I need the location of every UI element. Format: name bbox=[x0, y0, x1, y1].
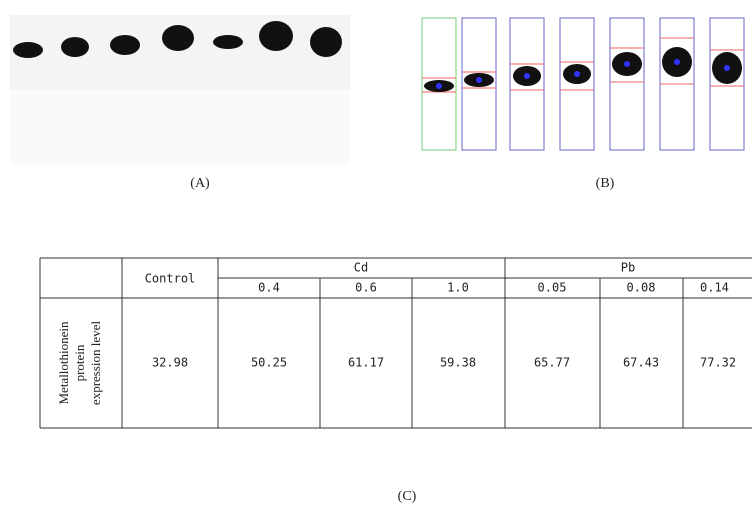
table-header: Control bbox=[145, 272, 196, 286]
table-subheader: 0.08 bbox=[627, 281, 656, 295]
row-label-line: expression level bbox=[88, 321, 103, 406]
table-header: Cd bbox=[354, 261, 368, 275]
table-subheader: 0.14 bbox=[700, 281, 729, 295]
table-subheader: 0.4 bbox=[258, 281, 280, 295]
gel-image bbox=[10, 15, 350, 165]
row-label-line: Metallothionein bbox=[56, 321, 71, 405]
panel-label: (B) bbox=[596, 176, 615, 191]
table-subheader: 1.0 bbox=[447, 281, 469, 295]
table-cell: 59.38 bbox=[440, 356, 476, 370]
figure: (A) (B) bbox=[0, 0, 752, 511]
table-cell: 32.98 bbox=[152, 356, 188, 370]
panel-label: (A) bbox=[190, 176, 210, 191]
table-cell: 61.17 bbox=[348, 356, 384, 370]
row-label-line: protein bbox=[72, 344, 87, 381]
table-cell: 67.43 bbox=[623, 356, 659, 370]
row-label: Metallothionein protein expression level bbox=[56, 321, 103, 406]
page: (A) (B) bbox=[0, 0, 752, 511]
panel-label: (C) bbox=[398, 489, 417, 504]
table-cell: 65.77 bbox=[534, 356, 570, 370]
table-subheader: 0.6 bbox=[355, 281, 377, 295]
lane-analysis bbox=[422, 18, 744, 150]
table-cell: 50.25 bbox=[251, 356, 287, 370]
table-cell: 77.32 bbox=[700, 356, 736, 370]
table-header: Pb bbox=[621, 261, 635, 275]
table-subheader: 0.05 bbox=[538, 281, 567, 295]
